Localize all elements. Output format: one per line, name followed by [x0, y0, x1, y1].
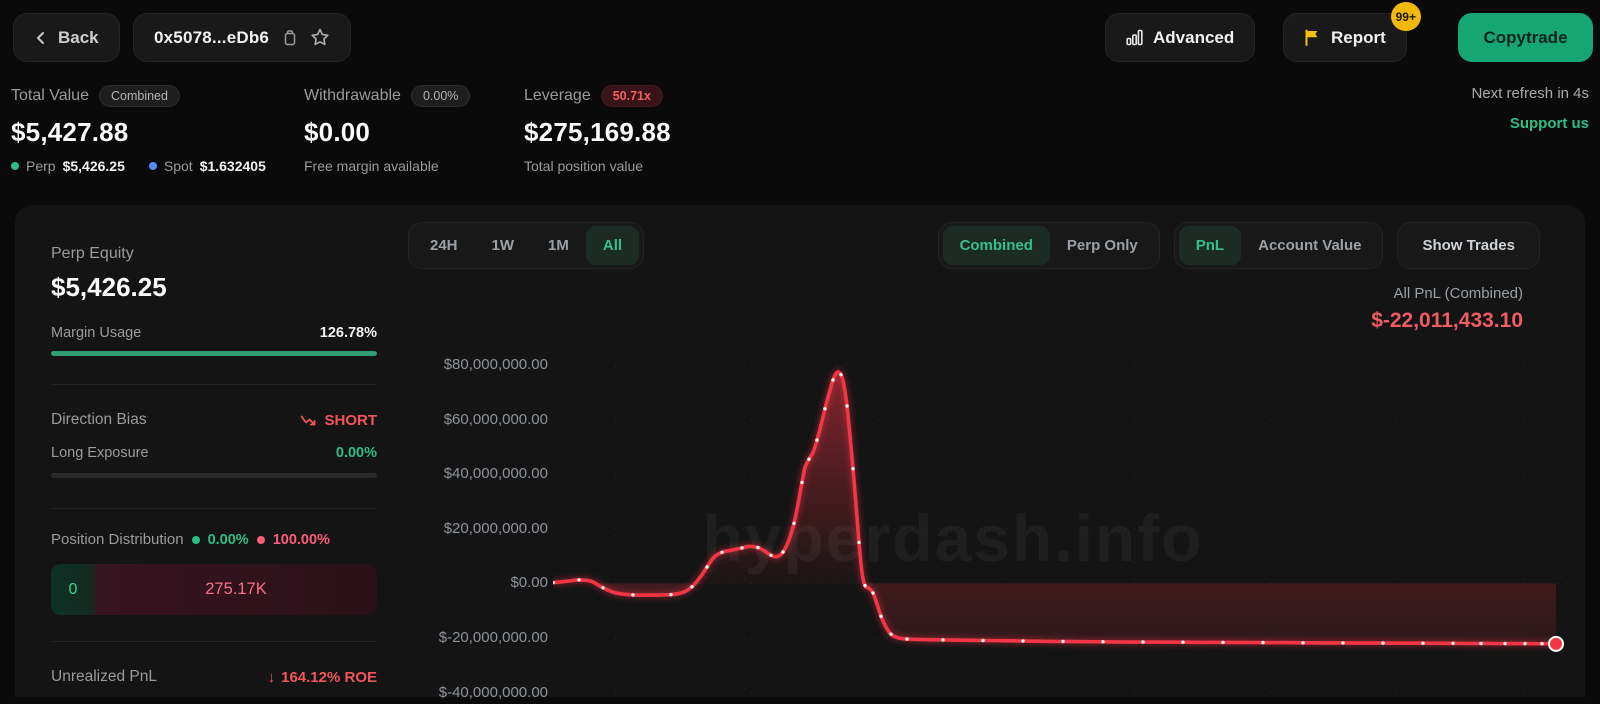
y-tick: $40,000,000.00: [443, 465, 548, 482]
short-dot-icon: [256, 535, 265, 544]
last-point-marker: [1548, 635, 1564, 652]
metric-pnl-button[interactable]: PnL: [1178, 226, 1242, 265]
refresh-countdown: Next refresh in 4s: [1471, 85, 1589, 102]
margin-usage-value: 126.78%: [319, 325, 377, 341]
y-tick: $-20,000,000.00: [438, 629, 548, 646]
long-exposure-label: Long Exposure: [51, 445, 149, 461]
wallet-address: 0x5078...eDb6: [154, 27, 270, 47]
account-stats-row: Total Value Combined $5,427.88 Perp $5,4…: [0, 83, 1600, 183]
perp-equity-value: $5,426.25: [51, 272, 167, 302]
margin-usage-bar: [51, 351, 377, 356]
y-tick: $60,000,000.00: [443, 411, 548, 428]
metrics-sidebar: Perp Equity $5,426.25 Margin Usage 126.7…: [51, 205, 377, 686]
long-segment: 0: [51, 564, 95, 615]
back-button[interactable]: Back: [13, 13, 120, 62]
range-1m-button[interactable]: 1M: [531, 226, 586, 265]
spot-dot-icon: [148, 162, 157, 170]
spot-value: $1.632405: [199, 158, 266, 174]
divider: [51, 384, 377, 385]
arrow-down-icon: ↓: [267, 668, 276, 686]
metric-toggle-group: PnL Account Value: [1173, 222, 1384, 269]
unrealized-pnl-label: Unrealized PnL: [51, 668, 157, 685]
chevron-left-icon: [34, 31, 48, 45]
withdrawable-label: Withdrawable: [304, 87, 401, 104]
total-value-label: Total Value: [11, 87, 89, 104]
pnl-summary-value: $-22,011,433.10: [1371, 309, 1523, 332]
report-label: Report: [1331, 27, 1386, 47]
copy-icon[interactable]: [281, 29, 298, 47]
chart-controls: 24H 1W 1M All Combined Perp Only PnL Acc…: [408, 222, 1540, 269]
spot-label: Spot: [163, 158, 193, 174]
pnl-summary-label: All PnL (Combined): [1393, 285, 1524, 302]
scope-perp-only-button[interactable]: Perp Only: [1050, 226, 1155, 265]
time-range-group: 24H 1W 1M All: [408, 222, 645, 269]
direction-bias-label: Direction Bias: [51, 411, 147, 428]
show-trades-button[interactable]: Show Trades: [1397, 222, 1540, 269]
range-all-button[interactable]: All: [585, 226, 640, 265]
star-icon[interactable]: [310, 28, 330, 47]
perp-label: Perp: [26, 158, 56, 174]
wallet-address-chip[interactable]: 0x5078...eDb6: [133, 13, 352, 62]
withdrawable-caption: Free margin available: [304, 158, 439, 174]
divider: [51, 508, 377, 509]
pnl-summary: All PnL (Combined) $-22,011,433.10: [1371, 285, 1523, 333]
advanced-label: Advanced: [1153, 27, 1235, 47]
divider: [51, 641, 377, 642]
advanced-button[interactable]: Advanced: [1105, 13, 1256, 62]
range-24h-button[interactable]: 24H: [413, 226, 475, 265]
short-pct: 100.00%: [272, 531, 330, 548]
perp-dot-icon: [11, 162, 19, 170]
y-tick: $80,000,000.00: [443, 356, 548, 373]
watermark: hyperdash.info: [702, 501, 1203, 575]
withdrawable-value: $0.00: [304, 117, 371, 147]
margin-usage-label: Margin Usage: [51, 325, 142, 341]
long-exposure-bar: [51, 473, 377, 478]
position-distribution-label: Position Distribution: [51, 531, 184, 548]
total-value-stat: Total Value Combined $5,427.88 Perp $5,4…: [11, 83, 266, 174]
metric-account-value-button[interactable]: Account Value: [1241, 226, 1378, 265]
y-tick: $-40,000,000.00: [438, 684, 548, 701]
bar-chart-icon: [1126, 29, 1143, 46]
scope-combined-button[interactable]: Combined: [942, 226, 1050, 265]
perp-value: $5,426.25: [62, 158, 125, 174]
portfolio-panel: Perp Equity $5,426.25 Margin Usage 126.7…: [15, 205, 1585, 701]
leverage-badge: 50.71x: [600, 85, 663, 107]
y-axis: $80,000,000.00 $60,000,000.00 $40,000,00…: [420, 345, 548, 701]
y-tick: $20,000,000.00: [443, 520, 548, 537]
trending-down-icon: [300, 414, 317, 427]
report-button[interactable]: Report 99+: [1283, 2, 1421, 62]
total-value: $5,427.88: [11, 117, 129, 147]
back-label: Back: [58, 27, 99, 47]
y-tick: $0.00: [510, 574, 548, 591]
pnl-chart-area: $80,000,000.00 $60,000,000.00 $40,000,00…: [420, 345, 1570, 701]
scope-toggle-group: Combined Perp Only: [937, 222, 1160, 269]
withdrawable-badge: 0.00%: [410, 85, 471, 107]
top-bar: Back 0x5078...eDb6 Advanced: [0, 0, 1600, 75]
perp-equity-label: Perp Equity: [51, 245, 134, 262]
long-exposure-value: 0.00%: [335, 445, 377, 461]
short-segment: 275.17K: [95, 564, 377, 615]
flag-icon: [1304, 29, 1321, 46]
leverage-stat: Leverage 50.71x $275,169.88 Total positi…: [524, 83, 671, 174]
range-1w-button[interactable]: 1W: [475, 226, 532, 265]
support-us-link[interactable]: Support us: [1509, 115, 1589, 132]
withdrawable-stat: Withdrawable 0.00% $0.00 Free margin ava…: [304, 83, 471, 174]
leverage-label: Leverage: [524, 87, 591, 104]
position-distribution-bar: 0 275.17K: [51, 564, 377, 615]
combined-badge: Combined: [98, 85, 180, 107]
leverage-caption: Total position value: [524, 158, 644, 174]
report-count-badge: 99+: [1390, 2, 1421, 31]
direction-bias-value: SHORT: [324, 411, 378, 429]
long-pct: 0.00%: [207, 531, 249, 548]
pnl-line-chart[interactable]: hyperdash.info: [551, 345, 1570, 697]
leverage-value: $275,169.88: [524, 117, 671, 147]
long-dot-icon: [191, 535, 200, 544]
copytrade-button[interactable]: Copytrade: [1458, 13, 1593, 62]
unrealized-pnl-value: 164.12% ROE: [281, 668, 377, 686]
